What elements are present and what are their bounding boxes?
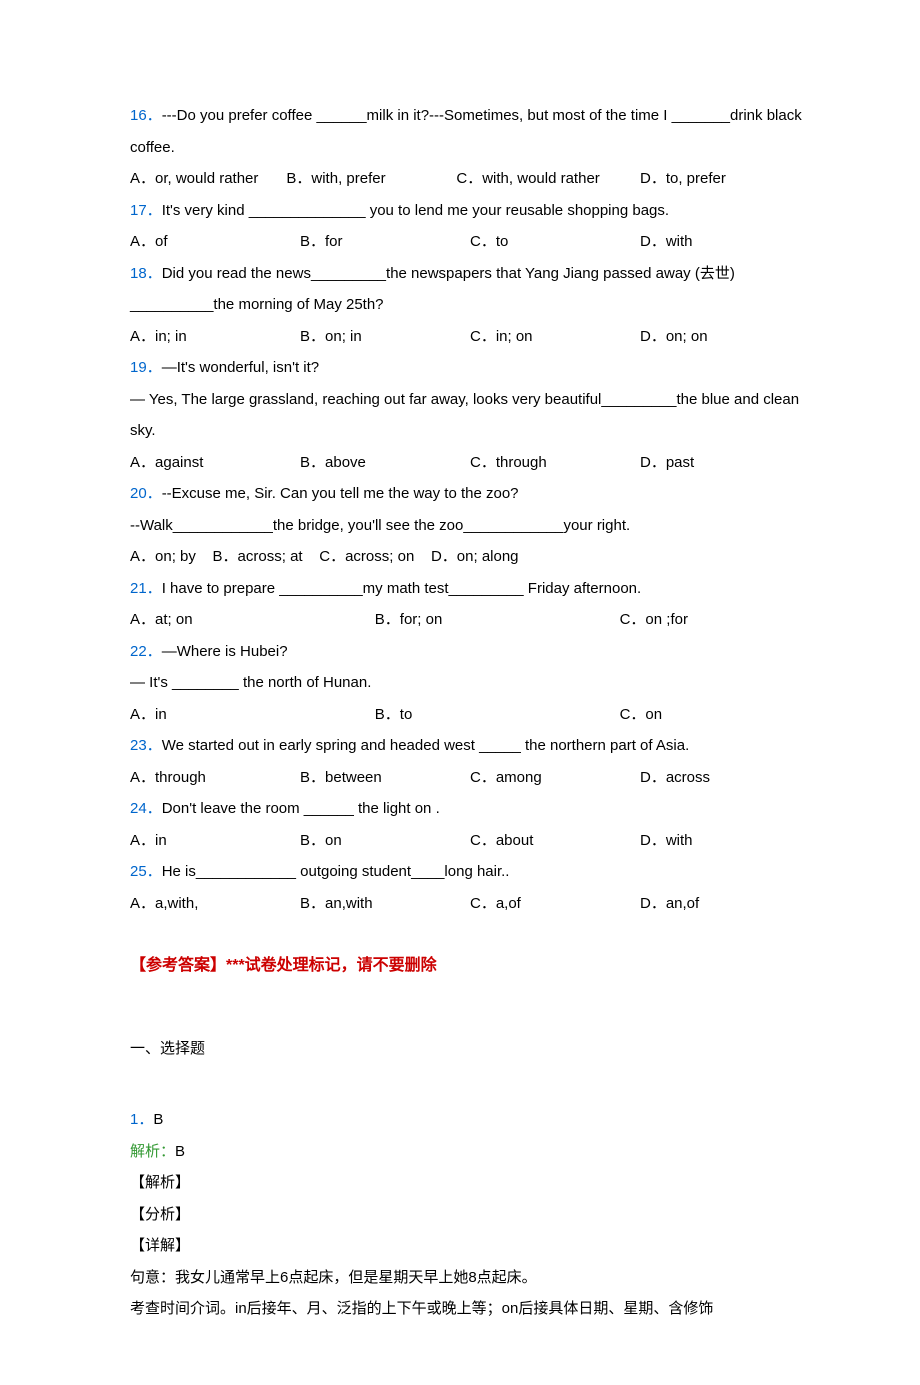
q17-text: It's very kind ______________ you to len… xyxy=(162,202,669,219)
q21-num: 21． xyxy=(130,580,162,597)
q18-opt-a: A．in; in xyxy=(130,321,300,353)
section-title: 一、选择题 xyxy=(130,1033,810,1065)
q18-num: 18． xyxy=(130,265,162,282)
q25-opt-c: C．a,of xyxy=(470,888,640,920)
q21-opt-b: B．for; on xyxy=(375,604,620,636)
q23-opt-d: D．across xyxy=(640,762,810,794)
q18-options: A．in; in B．on; in C．in; on D．on; on xyxy=(130,321,810,353)
q17-opt-a: A．of xyxy=(130,226,300,258)
q25-opt-b: B．an,with xyxy=(300,888,470,920)
a1-line-0: 解析：B xyxy=(130,1136,810,1168)
q19-stem-a: 19．—It's wonderful, isn't it? xyxy=(130,352,810,384)
q19-stem-b: — Yes, The large grassland, reaching out… xyxy=(130,384,810,447)
q18-text-a: Did you read the news_________the newspa… xyxy=(162,265,735,282)
a1-line-4: 句意：我女儿通常早上6点起床，但是星期天早上她8点起床。 xyxy=(130,1262,810,1294)
q17-opt-c: C．to xyxy=(470,226,640,258)
q20-opt-b: B．across; at xyxy=(213,541,303,573)
a1-num: 1． xyxy=(130,1111,153,1128)
q19-num: 19． xyxy=(130,359,162,376)
a1-parse-label: 解析： xyxy=(130,1143,175,1160)
q25-opt-d: D．an,of xyxy=(640,888,810,920)
q17-stem: 17．It's very kind ______________ you to … xyxy=(130,195,810,227)
q17-options: A．of B．for C．to D．with xyxy=(130,226,810,258)
a1-head: 1．B xyxy=(130,1104,810,1136)
q16-opt-a: A．or, would rather xyxy=(130,163,286,195)
q22-options: A．in B．to C．on xyxy=(130,699,810,731)
a1-line-2: 【分析】 xyxy=(130,1199,810,1231)
q25-text: He is____________ outgoing student____lo… xyxy=(162,863,510,880)
q22-opt-c: C．on xyxy=(620,699,810,731)
q18-opt-d: D．on; on xyxy=(640,321,810,353)
q19-opt-c: C．through xyxy=(470,447,640,479)
q22-opt-a: A．in xyxy=(130,699,375,731)
q25-stem: 25．He is____________ outgoing student___… xyxy=(130,856,810,888)
q19-opt-d: D．past xyxy=(640,447,810,479)
q20-opt-a: A．on; by xyxy=(130,541,196,573)
q24-opt-b: B．on xyxy=(300,825,470,857)
q23-stem: 23．We started out in early spring and he… xyxy=(130,730,810,762)
q24-stem: 24．Don't leave the room ______ the light… xyxy=(130,793,810,825)
q24-num: 24． xyxy=(130,800,162,817)
a1-letter: B xyxy=(153,1111,163,1128)
q16-stem: 16．---Do you prefer coffee ______milk in… xyxy=(130,100,810,163)
q24-text: Don't leave the room ______ the light on… xyxy=(162,800,440,817)
q16-options: A．or, would rather B．with, prefer C．with… xyxy=(130,163,810,195)
q22-stem-a: 22．—Where is Hubei? xyxy=(130,636,810,668)
q24-opt-a: A．in xyxy=(130,825,300,857)
q24-opt-c: C．about xyxy=(470,825,640,857)
q16-text: ---Do you prefer coffee ______milk in it… xyxy=(130,107,802,156)
q19-opt-b: B．above xyxy=(300,447,470,479)
q20-opt-c: C．across; on xyxy=(319,541,414,573)
q23-opt-b: B．between xyxy=(300,762,470,794)
q16-num: 16． xyxy=(130,107,162,124)
q21-opt-c: C．on ;for xyxy=(620,604,810,636)
q24-opt-d: D．with xyxy=(640,825,810,857)
q18-stem-b: __________the morning of May 25th? xyxy=(130,289,810,321)
q21-stem: 21．I have to prepare __________my math t… xyxy=(130,573,810,605)
q23-text: We started out in early spring and heade… xyxy=(162,737,690,754)
a1-parse-letter: B xyxy=(175,1143,185,1160)
q20-options: A．on; by B．across; at C．across; on D．on;… xyxy=(130,541,810,573)
q17-opt-b: B．for xyxy=(300,226,470,258)
q16-opt-b: B．with, prefer xyxy=(286,163,456,195)
q20-stem-b: --Walk____________the bridge, you'll see… xyxy=(130,510,810,542)
q23-opt-a: A．through xyxy=(130,762,300,794)
q20-stem-a: 20．--Excuse me, Sir. Can you tell me the… xyxy=(130,478,810,510)
a1-line-5: 考查时间介词。in后接年、月、泛指的上下午或晚上等；on后接具体日期、星期、含修… xyxy=(130,1293,810,1325)
q22-stem-b: — It's ________ the north of Hunan. xyxy=(130,667,810,699)
q19-options: A．against B．above C．through D．past xyxy=(130,447,810,479)
q23-num: 23． xyxy=(130,737,162,754)
q16-opt-d: D．to, prefer xyxy=(640,163,726,195)
q20-text-a: --Excuse me, Sir. Can you tell me the wa… xyxy=(162,485,519,502)
q22-opt-b: B．to xyxy=(375,699,620,731)
q16-opt-c: C．with, would rather xyxy=(456,163,640,195)
q17-opt-d: D．with xyxy=(640,226,810,258)
q21-opt-a: A．at; on xyxy=(130,604,375,636)
q22-text-a: —Where is Hubei? xyxy=(162,643,288,660)
q18-opt-b: B．on; in xyxy=(300,321,470,353)
q25-opt-a: A．a,with, xyxy=(130,888,300,920)
q25-options: A．a,with, B．an,with C．a,of D．an,of xyxy=(130,888,810,920)
a1-line-3: 【详解】 xyxy=(130,1230,810,1262)
q18-stem-a: 18．Did you read the news_________the new… xyxy=(130,258,810,290)
a1-line-1: 【解析】 xyxy=(130,1167,810,1199)
q23-opt-c: C．among xyxy=(470,762,640,794)
q25-num: 25． xyxy=(130,863,162,880)
q23-options: A．through B．between C．among D．across xyxy=(130,762,810,794)
q24-options: A．in B．on C．about D．with xyxy=(130,825,810,857)
answer-header: 【参考答案】***试卷处理标记，请不要删除 xyxy=(130,949,810,983)
q19-opt-a: A．against xyxy=(130,447,300,479)
q21-text: I have to prepare __________my math test… xyxy=(162,580,642,597)
q22-num: 22． xyxy=(130,643,162,660)
q20-num: 20． xyxy=(130,485,162,502)
q17-num: 17． xyxy=(130,202,162,219)
q20-opt-d: D．on; along xyxy=(431,541,519,573)
q18-opt-c: C．in; on xyxy=(470,321,640,353)
q21-options: A．at; on B．for; on C．on ;for xyxy=(130,604,810,636)
q19-text-a: —It's wonderful, isn't it? xyxy=(162,359,319,376)
